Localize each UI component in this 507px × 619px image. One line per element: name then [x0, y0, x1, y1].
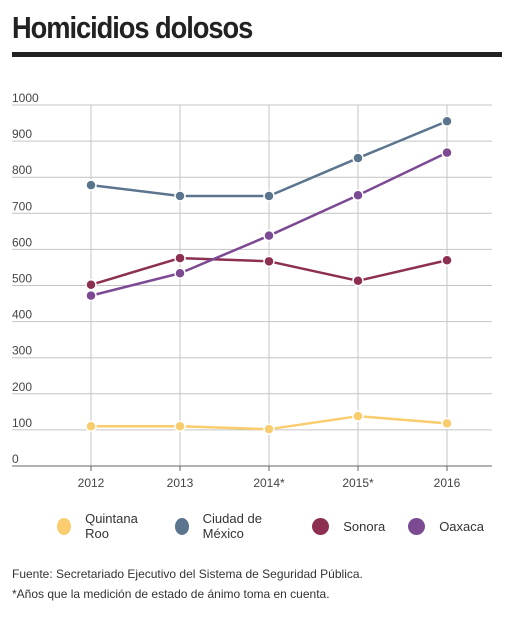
x-tick-label: 2016: [434, 476, 461, 490]
data-point: [352, 275, 364, 287]
data-point: [441, 146, 453, 159]
y-tick-label: 600: [12, 235, 32, 249]
y-tick-label: 400: [12, 308, 32, 322]
data-point: [174, 420, 186, 433]
legend-item-quintana-roo: Quintana Roo: [57, 511, 152, 541]
y-tick-label: 100: [12, 416, 32, 430]
x-tick-label: 2013: [167, 476, 194, 490]
axes: 0 100 200 300 400 500 600 700 800 900 1000 2012 2013…: [12, 91, 492, 490]
line-chart: 0 100 200 300 400 500 600 700 800 900 1000 2012 2013…: [12, 91, 492, 490]
y-tick-label: 800: [12, 163, 32, 177]
legend-swatch-ciudad-de-mexico: [174, 517, 189, 535]
legend-item-ciudad-de-mexico: Ciudad de México: [174, 511, 290, 541]
y-tick-label: 1000: [12, 91, 39, 105]
title-rule: [12, 52, 502, 57]
legend-label-ciudad-de-mexico: Ciudad de México: [202, 511, 262, 541]
legend-swatch-sonora: [312, 517, 330, 535]
x-tick-label: 2014*: [253, 476, 285, 490]
data-point: [174, 252, 186, 264]
y-tick-label: 200: [12, 380, 32, 394]
legend-item-sonora: Sonora: [312, 517, 386, 535]
data-point: [174, 190, 186, 202]
data-point: [441, 115, 453, 127]
data-point: [352, 410, 364, 422]
footnotes: Fuente: Secretariado Ejecutivo del Siste…: [12, 564, 363, 604]
data-point: [85, 420, 97, 433]
legend-swatch-oaxaca: [408, 517, 426, 535]
y-tick-label: 900: [12, 127, 32, 141]
data-point: [263, 255, 275, 268]
data-point: [85, 279, 97, 291]
x-tick-label: 2012: [78, 476, 105, 490]
source-note: Fuente: Secretariado Ejecutivo del Siste…: [12, 567, 363, 581]
chart-title: Homicidios dolosos: [12, 10, 253, 45]
data-point: [263, 423, 275, 435]
data-point: [441, 417, 453, 430]
series-sonora: [85, 252, 453, 291]
series-oaxaca: [85, 146, 453, 302]
series-ciudad-de-mexico: [85, 115, 453, 202]
data-point: [263, 229, 275, 242]
grid: [12, 104, 492, 467]
data-point: [352, 189, 364, 201]
legend-swatch-quintana-roo: [57, 517, 72, 535]
data-point: [174, 267, 186, 279]
legend-item-oaxaca: Oaxaca: [408, 517, 484, 535]
legend-label-sonora: Sonora: [343, 518, 386, 534]
legend-label-quintana-roo: Quintana Roo: [85, 511, 138, 541]
legend-label-oaxaca: Oaxaca: [439, 518, 484, 534]
y-tick-label: 0: [12, 452, 19, 466]
x-tick-label: 2015*: [342, 476, 374, 490]
data-point: [263, 190, 275, 202]
data-point: [85, 289, 97, 302]
data-point: [85, 179, 97, 191]
series-quintana-roo: [85, 410, 453, 435]
legend: Quintana Roo Ciudad de México Sonora Oax…: [57, 511, 507, 541]
series: [85, 115, 453, 435]
y-tick-label: 500: [12, 272, 32, 286]
data-point: [352, 152, 364, 164]
y-tick-label: 300: [12, 344, 32, 358]
data-point: [441, 254, 453, 266]
y-tick-label: 700: [12, 199, 32, 213]
asterisk-note: *Años que la medición de estado de ánimo…: [12, 587, 330, 601]
